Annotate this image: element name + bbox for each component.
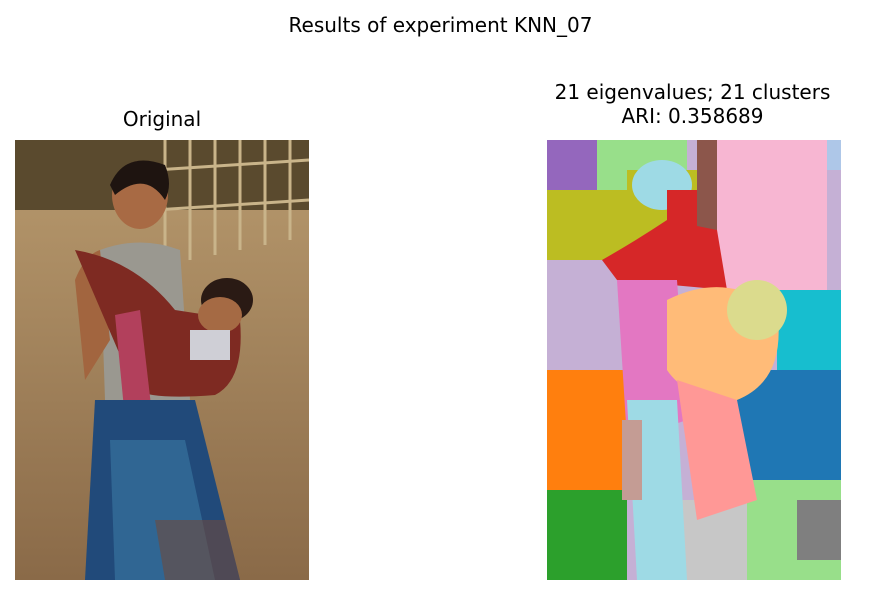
- figure-title: Results of experiment KNN_07: [288, 13, 593, 37]
- segmentation-title-line1: 21 eigenvalues; 21 clusters: [554, 80, 831, 104]
- segmentation-map: [547, 140, 841, 580]
- segmentation-title-line2: ARI: 0.358689: [621, 104, 764, 128]
- segmentation-panel-title: 21 eigenvalues; 21 clusters ARI: 0.35868…: [500, 80, 881, 128]
- original-photo: [15, 140, 309, 580]
- original-panel-title: Original: [122, 107, 202, 131]
